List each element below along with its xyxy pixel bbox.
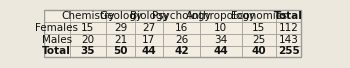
Text: Psychology: Psychology — [152, 11, 211, 21]
Text: 44: 44 — [214, 47, 228, 57]
Text: Economics: Economics — [231, 11, 287, 21]
Text: 25: 25 — [252, 35, 265, 45]
Bar — [242, 10, 276, 22]
Bar — [44, 10, 301, 57]
Bar — [200, 46, 242, 57]
Bar — [276, 10, 301, 22]
Text: Total: Total — [42, 47, 71, 57]
Bar — [106, 10, 135, 22]
Bar — [276, 22, 301, 34]
Text: 255: 255 — [278, 47, 300, 57]
Bar — [44, 34, 70, 46]
Bar — [44, 22, 70, 34]
Bar — [242, 46, 276, 57]
Bar — [106, 46, 135, 57]
Text: 50: 50 — [113, 47, 128, 57]
Text: 15: 15 — [252, 23, 265, 33]
Text: Geology: Geology — [99, 11, 142, 21]
Text: 15: 15 — [81, 23, 94, 33]
Bar — [242, 34, 276, 46]
Bar — [135, 22, 163, 34]
Bar — [44, 10, 70, 22]
Text: 42: 42 — [174, 47, 189, 57]
Bar — [163, 46, 200, 57]
Text: 17: 17 — [142, 35, 155, 45]
Bar — [70, 22, 106, 34]
Text: Biology: Biology — [130, 11, 168, 21]
Text: Total: Total — [274, 11, 303, 21]
Bar — [135, 46, 163, 57]
Text: 143: 143 — [279, 35, 299, 45]
Text: 27: 27 — [142, 23, 155, 33]
Text: 44: 44 — [141, 47, 156, 57]
Bar — [135, 10, 163, 22]
Text: 112: 112 — [279, 23, 299, 33]
Text: 26: 26 — [175, 35, 188, 45]
Bar — [200, 10, 242, 22]
Text: Anthropology: Anthropology — [186, 11, 256, 21]
Bar — [276, 46, 301, 57]
Bar — [200, 22, 242, 34]
Text: 35: 35 — [80, 47, 95, 57]
Text: 34: 34 — [214, 35, 228, 45]
Bar — [163, 10, 200, 22]
Text: 20: 20 — [81, 35, 94, 45]
Bar — [163, 34, 200, 46]
Bar — [135, 34, 163, 46]
Bar — [163, 22, 200, 34]
Text: Chemistry: Chemistry — [61, 11, 115, 21]
Bar — [70, 46, 106, 57]
Text: 10: 10 — [214, 23, 227, 33]
Bar — [44, 46, 70, 57]
Text: Females: Females — [35, 23, 78, 33]
Bar — [106, 22, 135, 34]
Text: 40: 40 — [251, 47, 266, 57]
Bar — [200, 34, 242, 46]
Text: 21: 21 — [114, 35, 127, 45]
Text: Males: Males — [42, 35, 72, 45]
Bar — [276, 34, 301, 46]
Text: 16: 16 — [175, 23, 188, 33]
Bar — [70, 34, 106, 46]
Text: 29: 29 — [114, 23, 127, 33]
Bar — [106, 34, 135, 46]
Bar — [70, 10, 106, 22]
Bar — [242, 22, 276, 34]
